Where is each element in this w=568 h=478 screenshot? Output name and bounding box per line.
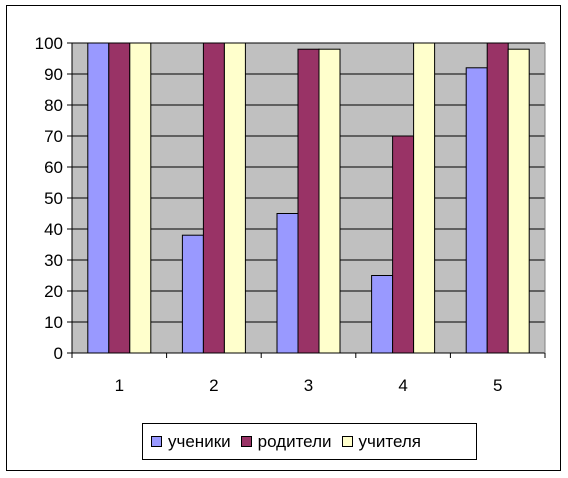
bar-учителя-3 (318, 48, 341, 354)
bar-ученики-1 (87, 42, 110, 354)
bar-учителя-5 (507, 48, 530, 354)
bar-ученики-2 (181, 234, 204, 354)
legend-swatch-parents (240, 436, 252, 447)
x-tick-label-3: 3 (304, 376, 313, 395)
legend-swatch-teachers (341, 436, 353, 447)
legend: ученики родители учителя (142, 423, 477, 460)
x-tick-label-1: 1 (115, 376, 124, 395)
legend-swatch-students (151, 436, 162, 447)
x-tick-label-4: 4 (398, 376, 407, 395)
y-tick-label-80: 80 (44, 96, 63, 115)
x-tick-label-2: 2 (209, 376, 218, 395)
x-tick-label-5: 5 (493, 376, 502, 395)
y-tick-label-20: 20 (44, 282, 63, 301)
bar-родители-4 (392, 135, 415, 354)
bar-родители-1 (108, 42, 131, 354)
bar-родители-3 (297, 48, 320, 354)
bar-родители-2 (202, 42, 225, 354)
legend-label-parents: родители (257, 431, 332, 451)
y-tick-label-50: 50 (44, 189, 63, 208)
bar-ученики-5 (465, 67, 488, 354)
legend-item-parents: родители (240, 431, 332, 452)
legend-label-students: ученики (168, 431, 231, 451)
y-tick-label-0: 0 (54, 344, 63, 363)
bar-родители-5 (486, 42, 509, 354)
bar-учителя-2 (223, 42, 246, 354)
y-tick-label-40: 40 (44, 220, 63, 239)
y-tick-label-10: 10 (44, 313, 63, 332)
legend-label-teachers: учителя (358, 431, 421, 451)
bar-ученики-3 (276, 213, 299, 354)
legend-item-teachers: учителя (341, 431, 421, 452)
bar-ученики-4 (371, 275, 394, 354)
y-tick-label-30: 30 (44, 251, 63, 270)
y-tick-label-70: 70 (44, 127, 63, 146)
y-tick-label-90: 90 (44, 65, 63, 84)
bar-учителя-4 (413, 42, 436, 354)
y-tick-label-60: 60 (44, 158, 63, 177)
legend-item-students: ученики (151, 432, 231, 452)
y-tick-label-100: 100 (35, 34, 63, 53)
bar-учителя-1 (129, 42, 152, 354)
